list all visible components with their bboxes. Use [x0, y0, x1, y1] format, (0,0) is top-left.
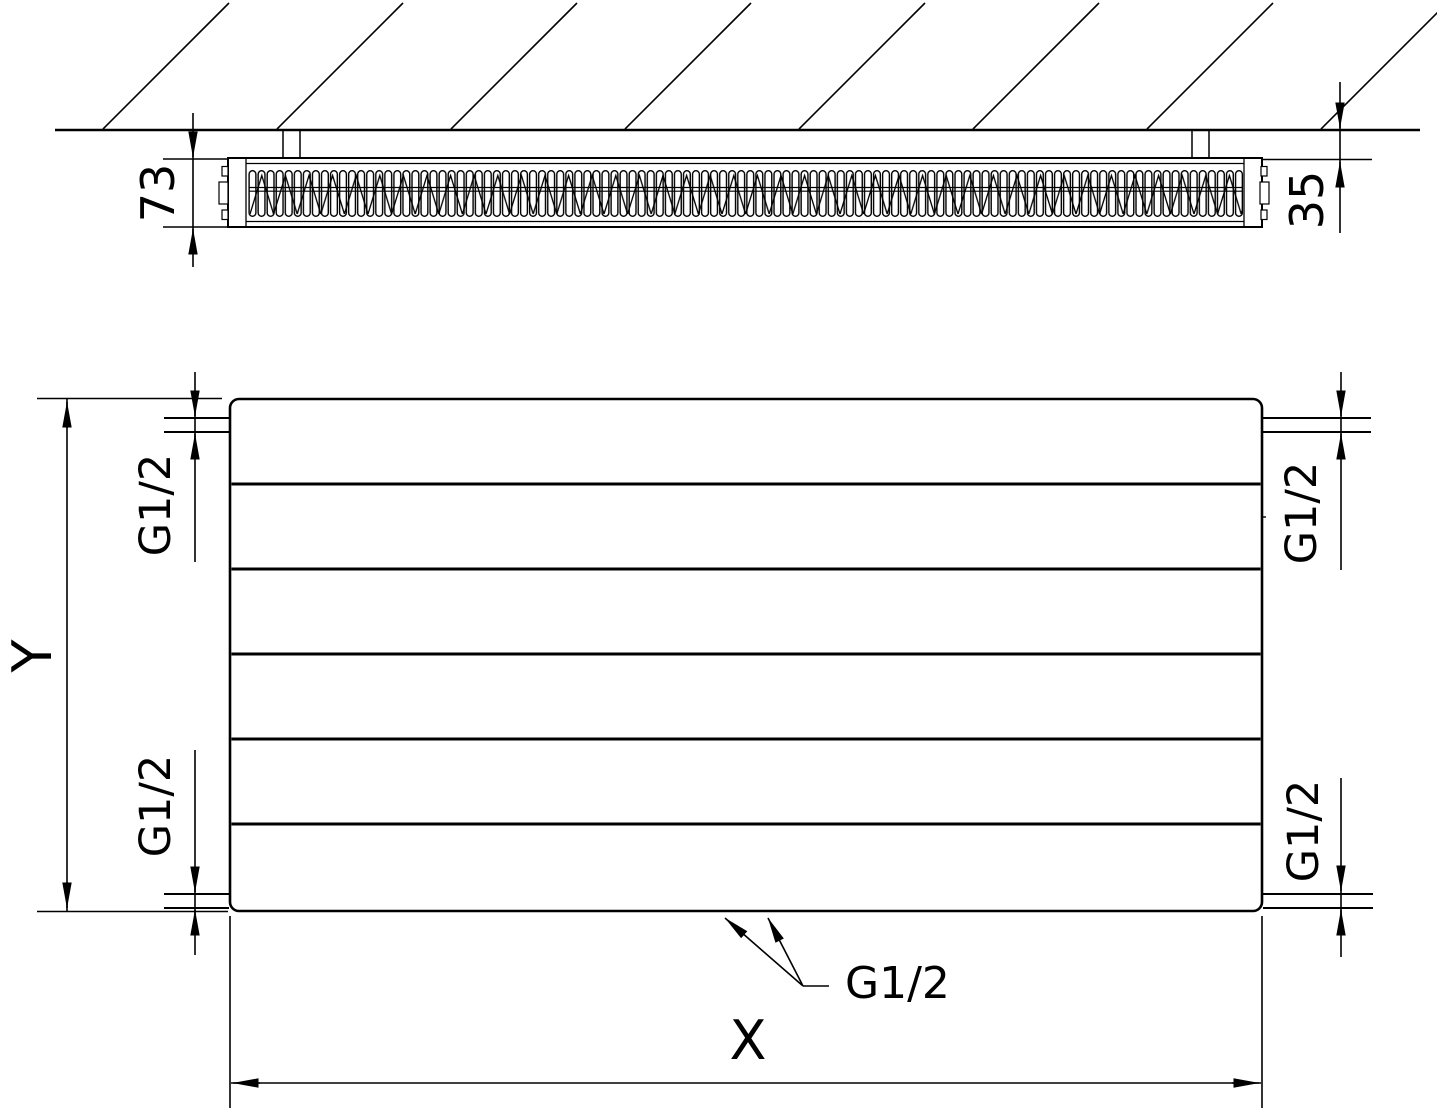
hatch-line — [1146, 2, 1274, 130]
radiator-body-top-view — [218, 157, 1270, 228]
hatch-line — [450, 2, 578, 130]
front-view: G1/2 G1/2 G1/2 G1/2 Y — [1, 372, 1373, 1108]
thread-label-top-right: G1/2 — [1277, 462, 1327, 565]
top-view-cross-section: 73 35 — [55, 2, 1437, 267]
wall-hatching — [102, 2, 1437, 130]
hatch-line — [798, 2, 926, 130]
dimension-thread-top-right: G1/2 — [1277, 372, 1346, 570]
height-label: Y — [1, 639, 64, 674]
dimension-length: X — [229, 916, 1263, 1108]
dimension-height: Y — [1, 397, 228, 913]
dimension-wall-clearance: 35 — [1262, 82, 1372, 233]
thread-label-bottom-left: G1/2 — [131, 755, 181, 858]
hatch-line — [102, 2, 230, 130]
end-cap-notch — [1260, 165, 1268, 177]
dimension-thread-bottom-left: G1/2 — [131, 750, 200, 955]
convector-zigzag — [250, 170, 1242, 217]
leader-bottom-center-connections: G1/2 — [724, 917, 950, 1009]
dimension-thread-bottom-right: G1/2 — [1279, 778, 1346, 957]
panel-groove-lines — [231, 482, 1261, 826]
thread-label-top-left: G1/2 — [131, 454, 181, 557]
hatch-line — [972, 2, 1100, 130]
mounting-brackets — [282, 131, 1210, 158]
dimension-thread-top-left: G1/2 — [131, 372, 200, 562]
end-cap-clip — [1259, 181, 1270, 205]
radiator-panel — [228, 397, 1266, 913]
length-label: X — [730, 1009, 767, 1072]
end-cap-notch — [221, 165, 229, 177]
connection-stubs — [164, 417, 1373, 909]
wall-clearance-value: 35 — [1280, 171, 1334, 230]
thread-label-bottom-right: G1/2 — [1279, 780, 1329, 883]
dimension-depth: 73 — [131, 113, 229, 267]
end-cap-clip — [218, 181, 229, 205]
end-cap-notch — [1260, 209, 1268, 221]
end-cap-notch — [221, 209, 229, 221]
thread-label-bottom-center: G1/2 — [845, 958, 950, 1009]
leader-arrow — [724, 917, 804, 987]
hatch-line — [1320, 11, 1437, 130]
leader-arrow — [767, 917, 804, 987]
depth-value: 73 — [131, 164, 185, 223]
hatch-line — [624, 2, 752, 130]
hatch-line — [276, 2, 404, 130]
